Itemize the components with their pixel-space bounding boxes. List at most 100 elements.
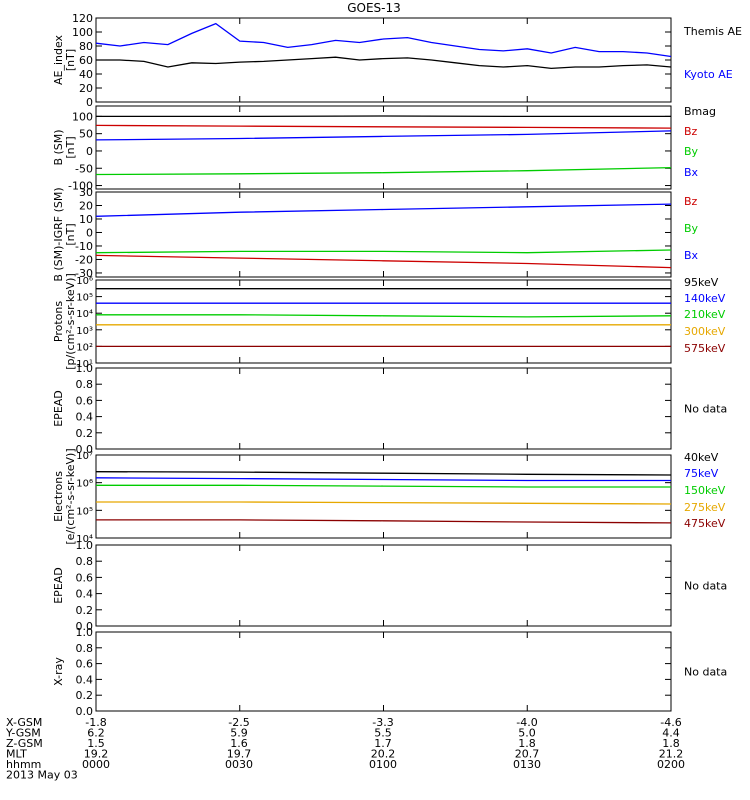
y-tick-label: 0.8 — [76, 378, 94, 391]
series-40kev — [95, 471, 672, 476]
footer-value: 20.2 — [371, 748, 396, 761]
y-tick-label: 0.2 — [76, 604, 94, 617]
panel-frame — [95, 191, 672, 278]
y-tick-label: 100 — [72, 26, 93, 39]
panel-frame — [95, 631, 672, 712]
legend-300kev: 300keV — [684, 325, 726, 338]
y-tick-label: 10¹ — [76, 359, 93, 370]
panel-4: 10¹ 10² 10³ 10⁴ 10⁵ 10⁶Protons[p/(cm²-s-sr-ke… — [52, 273, 726, 370]
footer-value: 19.2 — [84, 748, 109, 761]
series-bx — [95, 130, 672, 141]
series-75kev — [95, 477, 671, 482]
legend-bz: Bz — [684, 195, 698, 208]
legend-140kev: 140keV — [684, 292, 726, 305]
y-tick-label: 0.0 — [76, 705, 94, 718]
legend-bx: Bx — [684, 166, 699, 179]
y-tick-label: 0.4 — [76, 673, 94, 686]
footer-label-mlt: MLT — [6, 748, 27, 761]
legend-95kev: 95keV — [684, 276, 719, 289]
footer-value: 1.8 — [662, 737, 680, 750]
legend-kyoto-ae: Kyoto AE — [684, 68, 733, 81]
y-tick-label: 20 — [79, 199, 93, 212]
series-150kev — [96, 484, 671, 488]
legend-bz: Bz — [684, 125, 698, 138]
legend-275kev: 275keV — [684, 501, 726, 514]
panel-5: 0.0 0.2 0.4 0.6 0.8 1.0 EPEAD No data — [52, 362, 727, 456]
y-tick-label: 40 — [79, 68, 93, 81]
y-tick-label: 0.2 — [76, 689, 94, 702]
panel-frame — [95, 17, 672, 103]
y-tick-label: 1.0 — [76, 626, 94, 639]
legend-themis-ae: Themis AE — [683, 25, 742, 38]
footer-value: -2.5 — [228, 716, 249, 729]
y-tick-label: -10 — [75, 240, 93, 253]
no-data-label: No data — [684, 666, 727, 679]
legend-by: By — [684, 145, 699, 158]
legend-bmag: Bmag — [684, 105, 716, 118]
y-tick-label: 10⁵ — [76, 506, 93, 517]
y-tick-label: 10⁵ — [76, 293, 93, 304]
footer-value: -4.0 — [516, 716, 537, 729]
footer-label-x-gsm: X-GSM — [6, 716, 42, 729]
series-475kev — [96, 519, 672, 524]
chart-title: GOES-13 — [347, 1, 401, 15]
y-tick-label: 60 — [79, 54, 93, 67]
footer-label-z-gsm: Z-GSM — [6, 737, 43, 750]
y-tick-label: 0.0 — [76, 620, 94, 633]
series-by — [95, 249, 672, 254]
series-bz — [95, 124, 672, 129]
legend-bx: Bx — [684, 249, 699, 262]
y-tick-label: 0.2 — [76, 427, 94, 440]
panel-8: 0.0 0.2 0.4 0.6 0.8 1.0 X-ray No data — [52, 626, 727, 718]
footer-value: 5.5 — [374, 727, 392, 740]
y-axis-label: B (SM)[nT] — [52, 129, 77, 165]
y-tick-label: 0 — [86, 96, 93, 109]
footer-value: 0000 — [82, 758, 110, 771]
series-bx — [95, 203, 672, 217]
y-tick-label: 1.0 — [76, 539, 94, 552]
no-data-label: No data — [684, 580, 727, 593]
footer-value: 1.6 — [230, 737, 248, 750]
series-by — [95, 166, 672, 176]
footer-value: 0030 — [225, 758, 253, 771]
y-tick-label: 10⁴ — [76, 309, 93, 320]
y-tick-label: 0.0 — [76, 443, 94, 456]
panel-frame — [95, 279, 672, 364]
y-tick-label: 120 — [72, 12, 93, 25]
legend-210kev: 210keV — [684, 308, 726, 321]
title-bar: GOES-13 — [0, 0, 750, 16]
y-tick-label: 20 — [79, 82, 93, 95]
footer-date: 2013 May 03 — [6, 769, 78, 782]
series-275kev — [96, 501, 672, 505]
series-210kev — [96, 314, 672, 318]
y-axis-label: B (SM)-IGRF (SM)[nT] — [52, 187, 77, 281]
footer-value: 0200 — [657, 758, 685, 771]
y-tick-label: 0.6 — [76, 571, 94, 584]
footer-label-hhmm: hhmm — [6, 758, 41, 771]
y-tick-label: 10² — [76, 342, 93, 353]
y-tick-label: 10⁶ — [76, 276, 93, 287]
ephemeris-footer: X-GSM -1.8 -2.5 -3.3 -4.0 -4.6 Y-GSM 6.2 5.9 5.5 5… — [5, 716, 685, 782]
y-tick-label: 0 — [86, 145, 93, 158]
footer-value: 5.9 — [230, 727, 248, 740]
y-tick-label: 10³ — [76, 326, 93, 337]
footer-value: 1.8 — [518, 737, 536, 750]
y-tick-label: 0.4 — [76, 411, 94, 424]
footer-value: -4.6 — [660, 716, 681, 729]
footer-value: 1.7 — [374, 737, 392, 750]
footer-value: 0130 — [513, 758, 541, 771]
y-tick-label: 50 — [79, 128, 93, 141]
panel-7: 0.0 0.2 0.4 0.6 0.8 1.0 EPEAD No data — [52, 539, 727, 633]
y-tick-label: 10⁶ — [76, 479, 93, 490]
series-kyoto-ae — [95, 22, 672, 58]
y-tick-label: -20 — [75, 253, 93, 266]
y-tick-label: 0.8 — [76, 555, 94, 568]
footer-value: 0100 — [369, 758, 397, 771]
legend-150kev: 150keV — [684, 484, 726, 497]
y-axis-label: AE_index[nT] — [52, 34, 77, 85]
footer-value: 20.7 — [515, 748, 540, 761]
footer-value: 1.5 — [87, 737, 105, 750]
